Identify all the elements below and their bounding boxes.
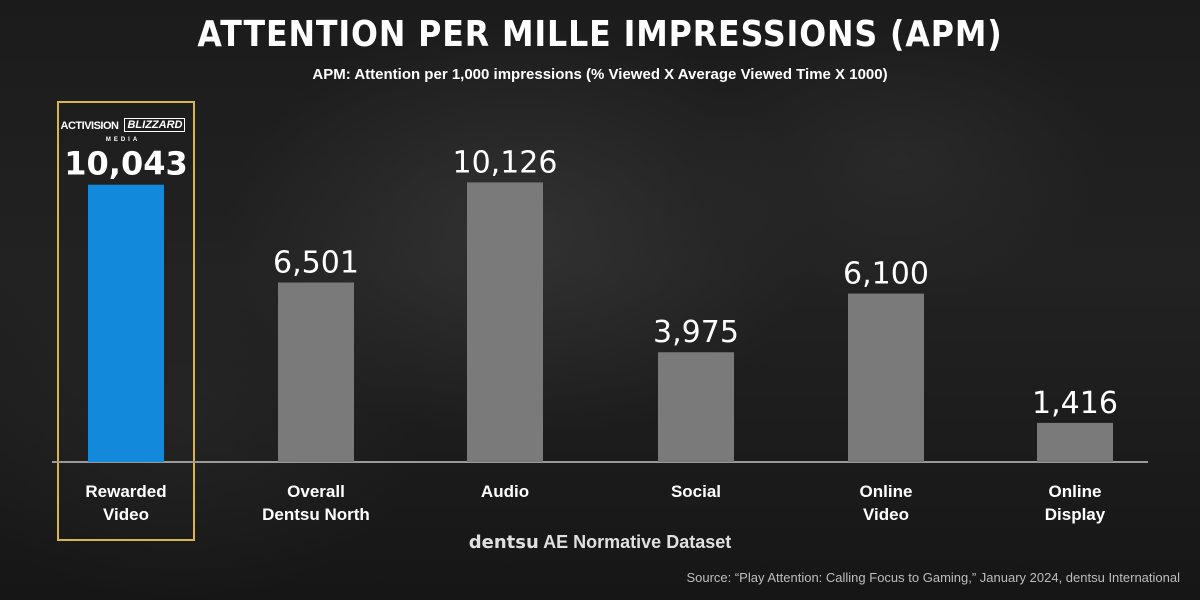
bar (88, 184, 164, 462)
category-label: Audio (481, 482, 529, 501)
category-label: Display (1045, 505, 1106, 524)
logo-activision-text: ACTIVISION (60, 120, 119, 132)
source-note: Source: “Play Attention: Calling Focus t… (686, 570, 1180, 585)
bar (848, 293, 924, 462)
bar-value-label: 10,043 (64, 145, 187, 183)
category-label: Online (860, 482, 913, 501)
logo-media-text: MEDIA (105, 137, 141, 143)
dentsu-brand: dentsu (468, 532, 539, 553)
category-label: Dentsu North (262, 505, 370, 524)
bar (278, 282, 354, 462)
bar-value-label: 6,501 (273, 246, 359, 281)
category-label: Rewarded (85, 482, 166, 501)
dataset-caption: dentsu AE Normative Dataset (0, 532, 1200, 553)
category-label: Video (863, 505, 909, 524)
logo-blizzard-text: BLIZZARD (124, 118, 186, 132)
highlight-box (57, 101, 195, 541)
bar-value-label: 1,416 (1032, 386, 1118, 421)
bar-value-label: 6,100 (843, 257, 929, 292)
bar (467, 182, 543, 463)
bar (1037, 422, 1113, 462)
category-label: Social (671, 482, 721, 501)
bar-value-label: 3,975 (653, 315, 739, 350)
activision-blizzard-media-logo: ACTIVISION BLIZZARD MEDIA (61, 116, 186, 148)
category-label: Video (103, 505, 149, 524)
dataset-name: AE Normative Dataset (543, 532, 732, 552)
category-label: Online (1049, 482, 1102, 501)
bar (658, 352, 734, 462)
chart-title: ATTENTION PER MILLE IMPRESSIONS (APM) (197, 14, 1003, 55)
chart-subtitle: APM: Attention per 1,000 impressions (% … (312, 66, 888, 83)
bar-value-label: 10,126 (453, 145, 558, 180)
category-label: Overall (287, 482, 345, 501)
